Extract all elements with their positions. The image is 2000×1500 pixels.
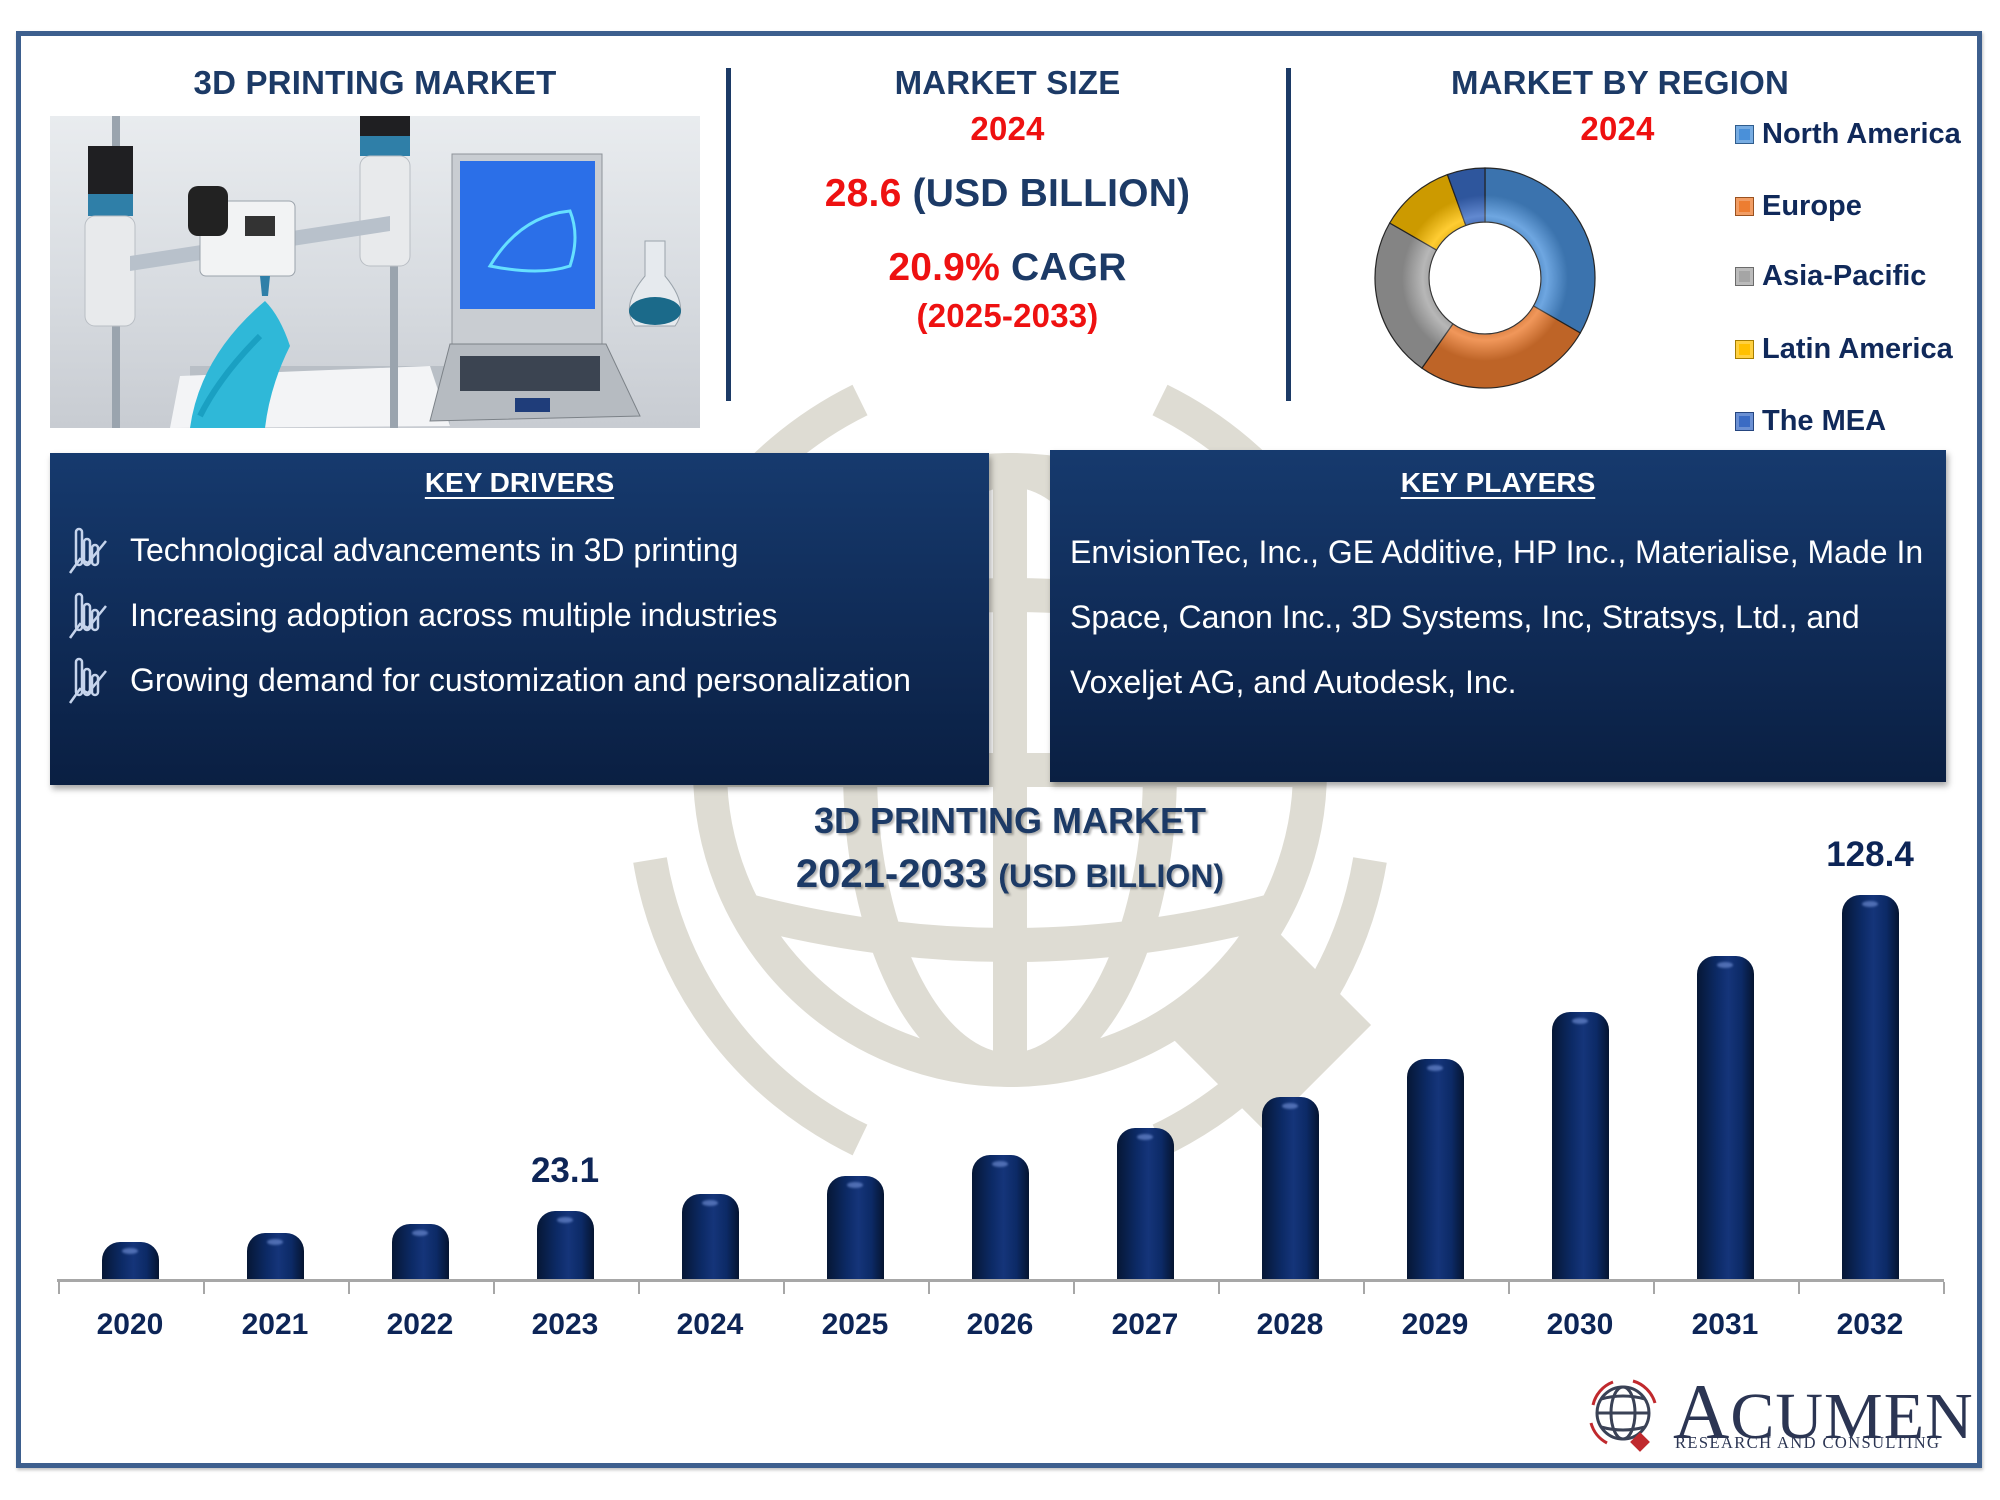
chart-title-line2: 2021-2033 (USD BILLION) xyxy=(700,852,1320,897)
x-tick xyxy=(1797,1282,1800,1294)
bar-value-label: 128.4 xyxy=(1826,835,1914,874)
chart-title-unit: (USD BILLION) xyxy=(998,858,1225,894)
x-tick-label: 2028 xyxy=(1256,1308,1324,1341)
legend-label: Asia-Pacific xyxy=(1762,260,1927,292)
legend-swatch-icon xyxy=(1735,197,1754,216)
legend-label: North America xyxy=(1762,118,1961,150)
driver-item: Growing demand for customization and per… xyxy=(66,655,911,705)
x-tick-label: 2020 xyxy=(96,1308,164,1341)
market-size-unit: (USD BILLION) xyxy=(912,172,1191,215)
x-tick-label: 2030 xyxy=(1546,1308,1614,1341)
x-tick xyxy=(637,1282,640,1294)
bar-2025 xyxy=(826,1176,884,1280)
driver-text: Growing demand for customization and per… xyxy=(130,661,911,698)
x-tick-label: 2023 xyxy=(531,1308,599,1341)
x-tick xyxy=(202,1282,205,1294)
bar-chart-icon xyxy=(68,592,107,639)
bar-chart-icon xyxy=(68,527,107,574)
market-size-year: 2024 xyxy=(970,110,1045,147)
key-players-panel: KEY PLAYERS EnvisionTec, Inc., GE Additi… xyxy=(1050,450,1946,782)
section-divider xyxy=(726,68,731,401)
market-size-number: 28.6 xyxy=(824,172,902,215)
key-players-text: EnvisionTec, Inc., GE Additive, HP Inc.,… xyxy=(1070,534,1924,700)
x-tick xyxy=(492,1282,495,1294)
driver-item: Increasing adoption across multiple indu… xyxy=(66,590,777,640)
bar-value-label: 23.1 xyxy=(530,1151,600,1190)
bar-2031 xyxy=(1696,956,1754,1280)
market-size-value: 28.6 (USD BILLION) xyxy=(760,172,1255,216)
driver-text: Increasing adoption across multiple indu… xyxy=(130,596,778,633)
hero-image xyxy=(50,116,700,428)
legend-label: The MEA xyxy=(1762,405,1887,437)
key-drivers-panel: KEY DRIVERS Technological advancements i… xyxy=(50,453,989,785)
legend-label: Latin America xyxy=(1762,333,1953,365)
bar-2022 xyxy=(391,1224,449,1280)
infographic-frame xyxy=(16,31,1982,1468)
bar-2029 xyxy=(1406,1059,1464,1280)
x-tick xyxy=(1652,1282,1655,1294)
legend-swatch-icon xyxy=(1735,340,1754,359)
legend-swatch-icon xyxy=(1735,412,1754,431)
bar-2027 xyxy=(1116,1128,1174,1280)
x-tick xyxy=(782,1282,785,1294)
legend-swatch-icon xyxy=(1735,267,1754,286)
legend-item-north-america: North America xyxy=(1735,118,1961,151)
cagr-percent: 20.9% xyxy=(888,246,1000,289)
x-tick xyxy=(1942,1282,1945,1294)
x-axis xyxy=(57,1279,1944,1282)
bar-2023 xyxy=(536,1211,594,1280)
cagr-value: 20.9% CAGR xyxy=(760,246,1255,290)
printer-illustration-icon xyxy=(84,116,682,428)
x-tick xyxy=(1362,1282,1365,1294)
x-tick-label: 2032 xyxy=(1836,1308,1904,1341)
bar-2021 xyxy=(246,1233,304,1280)
legend-item-europe: Europe xyxy=(1735,190,1862,223)
x-tick-label: 2022 xyxy=(386,1308,454,1341)
driver-text: Technological advancements in 3D printin… xyxy=(130,531,739,568)
legend-item-latin-america: Latin America xyxy=(1735,333,1953,366)
legend-swatch-icon xyxy=(1735,125,1754,144)
legend-item-mea: The MEA xyxy=(1735,405,1886,438)
section-divider xyxy=(1286,68,1291,401)
bar-2024 xyxy=(681,1194,739,1280)
key-drivers-title: KEY DRIVERS xyxy=(424,467,615,498)
report-title: 3D PRINTING MARKET xyxy=(193,64,557,101)
x-tick-label: 2021 xyxy=(241,1308,309,1341)
x-tick-label: 2026 xyxy=(966,1308,1034,1341)
market-size-title: MARKET SIZE xyxy=(894,64,1121,101)
logo-wordmark: ACUMEN xyxy=(1673,1368,1974,1455)
bar-2020 xyxy=(101,1242,159,1280)
x-tick-label: 2031 xyxy=(1691,1308,1759,1341)
x-tick xyxy=(1507,1282,1510,1294)
bar-chart-icon xyxy=(68,657,107,704)
driver-item: Technological advancements in 3D printin… xyxy=(66,525,738,575)
bar-2026 xyxy=(971,1155,1029,1280)
x-tick xyxy=(927,1282,930,1294)
x-tick xyxy=(347,1282,350,1294)
x-tick-label: 2025 xyxy=(821,1308,889,1341)
acumen-logo: ACUMEN RESEARCH AND CONSULTING xyxy=(1583,1368,1973,1455)
legend-item-asia-pacific: Asia-Pacific xyxy=(1735,260,1926,293)
region-title: MARKET BY REGION xyxy=(1450,64,1790,101)
x-tick xyxy=(1072,1282,1075,1294)
bar-2030 xyxy=(1551,1012,1609,1280)
x-tick-label: 2029 xyxy=(1401,1308,1469,1341)
x-tick-label: 2024 xyxy=(676,1308,744,1341)
key-players-title: KEY PLAYERS xyxy=(1400,467,1596,498)
region-donut-chart xyxy=(1374,167,1596,389)
logo-tagline: RESEARCH AND CONSULTING xyxy=(1675,1433,1941,1452)
legend-label: Europe xyxy=(1762,190,1862,222)
cagr-period: (2025-2033) xyxy=(916,297,1099,334)
globe-logo-icon xyxy=(1589,1379,1657,1452)
bar-2028 xyxy=(1261,1097,1319,1280)
x-tick-label: 2027 xyxy=(1111,1308,1179,1341)
chart-title-line1: 3D PRINTING MARKET xyxy=(813,800,1206,841)
chart-title-years: 2021-2033 xyxy=(795,852,988,896)
cagr-label: CAGR xyxy=(1011,246,1127,289)
bar-2032 xyxy=(1841,895,1899,1280)
x-tick xyxy=(57,1282,60,1294)
region-year: 2024 xyxy=(1580,110,1655,147)
x-tick xyxy=(1217,1282,1220,1294)
